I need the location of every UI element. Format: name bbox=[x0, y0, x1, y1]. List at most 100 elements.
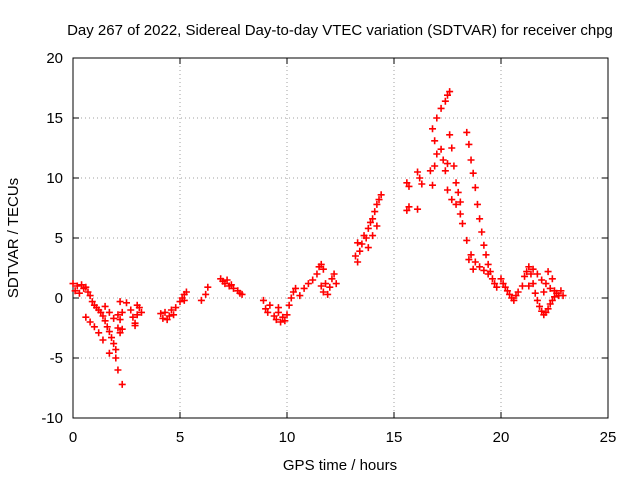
data-point bbox=[476, 263, 484, 271]
data-point bbox=[497, 275, 505, 283]
data-point bbox=[559, 292, 567, 300]
data-point bbox=[197, 296, 205, 304]
data-point bbox=[480, 266, 488, 274]
data-point bbox=[546, 300, 554, 308]
data-point bbox=[99, 312, 107, 320]
data-point bbox=[463, 236, 471, 244]
data-point bbox=[437, 145, 445, 153]
data-point bbox=[377, 191, 385, 199]
data-point bbox=[544, 268, 552, 276]
data-point bbox=[313, 270, 321, 278]
data-point bbox=[405, 203, 413, 211]
data-point bbox=[221, 280, 229, 288]
data-point bbox=[78, 281, 86, 289]
data-point bbox=[527, 270, 535, 278]
data-point bbox=[292, 284, 300, 292]
data-point bbox=[328, 275, 336, 283]
data-point bbox=[304, 280, 312, 288]
data-point bbox=[491, 280, 499, 288]
data-point bbox=[118, 308, 126, 316]
data-point bbox=[281, 317, 289, 325]
x-tick-label: 10 bbox=[279, 429, 296, 446]
data-point bbox=[403, 206, 411, 214]
data-point bbox=[322, 280, 330, 288]
data-point bbox=[167, 306, 175, 314]
data-point bbox=[364, 224, 372, 232]
data-point bbox=[69, 280, 77, 288]
data-point bbox=[108, 334, 116, 342]
data-point bbox=[510, 296, 518, 304]
y-tick-label: 5 bbox=[55, 230, 63, 247]
data-point bbox=[529, 280, 537, 288]
y-tick-labels: -10 -5 0 5 10 15 20 bbox=[41, 50, 63, 427]
data-point bbox=[279, 313, 287, 321]
data-point bbox=[533, 270, 541, 278]
data-point bbox=[433, 114, 441, 122]
data-point bbox=[223, 276, 231, 284]
data-point bbox=[452, 200, 460, 208]
data-point bbox=[371, 208, 379, 216]
data-point bbox=[176, 298, 184, 306]
data-point bbox=[463, 128, 471, 136]
axis-ticks bbox=[72, 57, 609, 419]
data-point bbox=[274, 304, 282, 312]
data-points bbox=[69, 88, 567, 388]
data-point bbox=[90, 323, 98, 331]
data-point bbox=[431, 162, 439, 170]
data-point bbox=[469, 265, 477, 273]
x-tick-label: 5 bbox=[176, 429, 184, 446]
data-point bbox=[403, 179, 411, 187]
data-point bbox=[82, 283, 90, 291]
data-point bbox=[373, 200, 381, 208]
data-point bbox=[471, 184, 479, 192]
data-point bbox=[351, 252, 359, 260]
data-point bbox=[444, 186, 451, 194]
data-point bbox=[266, 301, 274, 309]
data-point bbox=[531, 289, 539, 297]
data-point bbox=[362, 234, 370, 242]
data-point bbox=[131, 322, 139, 330]
data-point bbox=[133, 301, 141, 309]
data-point bbox=[493, 283, 501, 291]
data-point bbox=[433, 150, 441, 158]
data-point bbox=[133, 311, 141, 319]
data-point bbox=[97, 308, 105, 316]
data-point bbox=[546, 284, 554, 292]
data-point bbox=[277, 318, 285, 326]
y-tick-label: 10 bbox=[46, 170, 63, 187]
data-point bbox=[354, 258, 362, 266]
data-point bbox=[82, 313, 90, 321]
data-point bbox=[469, 169, 477, 177]
data-point bbox=[414, 168, 422, 176]
data-point bbox=[542, 280, 550, 288]
data-point bbox=[73, 282, 81, 290]
data-point bbox=[101, 302, 109, 310]
y-tick-label: -10 bbox=[41, 410, 63, 427]
data-point bbox=[476, 215, 484, 223]
data-point bbox=[426, 167, 434, 175]
data-point bbox=[444, 160, 451, 168]
data-point bbox=[116, 298, 124, 306]
data-point bbox=[536, 302, 544, 310]
data-point bbox=[503, 287, 511, 295]
data-point bbox=[444, 91, 451, 99]
data-point bbox=[99, 336, 107, 344]
data-point bbox=[538, 276, 546, 284]
data-point bbox=[71, 287, 79, 295]
x-tick-label: 15 bbox=[386, 429, 403, 446]
y-tick-label: -5 bbox=[50, 350, 63, 367]
data-point bbox=[319, 265, 327, 273]
data-point bbox=[103, 323, 111, 331]
data-point bbox=[441, 97, 449, 105]
data-point bbox=[270, 312, 278, 320]
data-point bbox=[439, 156, 447, 164]
data-point bbox=[506, 290, 514, 298]
data-point bbox=[364, 244, 372, 252]
data-point bbox=[533, 296, 541, 304]
data-point bbox=[523, 268, 531, 276]
data-point bbox=[484, 260, 492, 268]
data-point bbox=[480, 241, 488, 249]
data-point bbox=[86, 292, 94, 300]
data-point bbox=[264, 308, 272, 316]
data-point bbox=[458, 220, 466, 228]
